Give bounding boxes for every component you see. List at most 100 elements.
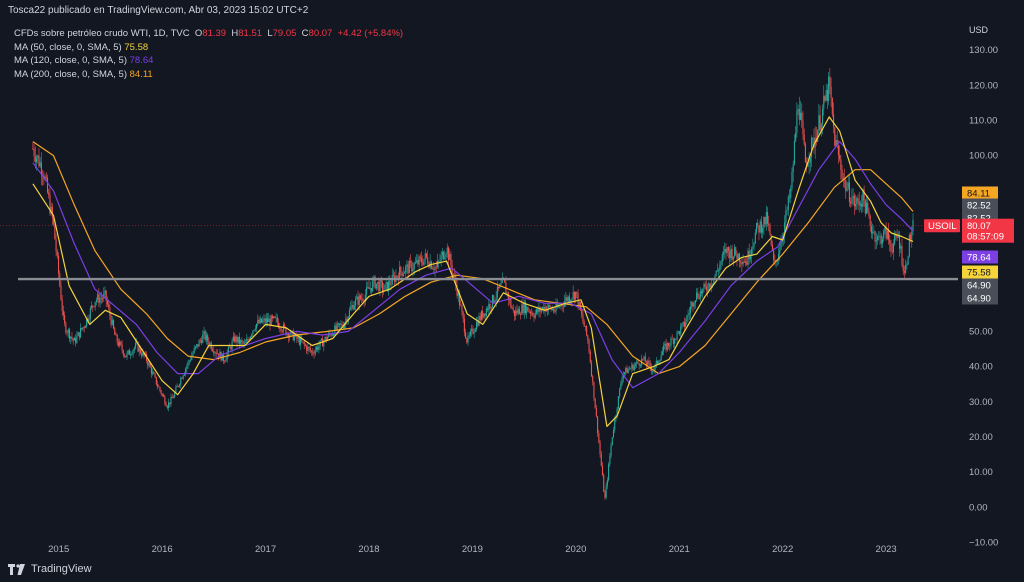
candle [232,331,234,343]
candle [205,331,207,345]
candle [186,363,188,373]
candle-body [819,115,821,131]
candle [722,245,725,261]
candle-body [474,329,476,332]
candle-body [414,262,417,264]
candle-body [694,300,696,304]
candle-body [264,318,266,323]
candle-body [539,307,541,312]
tradingview-brand[interactable]: TradingView [8,563,92,575]
ma120-line[interactable] [32,141,914,389]
price-label-text: 82.52 [967,201,991,212]
candle-body [260,318,262,323]
candle-body [45,176,47,178]
candle [864,198,866,217]
change-value: +4.42 (+5.84%) [337,28,404,39]
candle [522,298,524,316]
x-tick-label: 2022 [772,544,793,555]
candle-body [301,338,303,342]
candle-body [268,318,270,322]
candle [84,325,86,328]
legend-ma120-row[interactable]: MA (120, close, 0, SMA, 5) 78.64 [14,54,403,68]
candle-body [169,402,171,405]
candle-body [726,247,728,254]
candle [246,333,248,344]
candle [605,482,607,500]
candle [482,305,484,321]
candle [732,256,734,266]
legend-ma50-row[interactable]: MA (50, close, 0, SMA, 5) 75.58 [14,41,403,55]
candle [256,323,258,332]
candle [576,291,578,298]
candle [423,259,425,267]
ma200-line[interactable] [32,141,914,375]
candle-body [702,288,704,294]
candle-body [845,179,847,192]
candle-body [831,97,833,115]
candle-body [455,276,457,286]
candle-body [648,360,650,363]
candle [48,188,50,199]
candle [408,257,410,274]
candle-body [852,195,854,199]
candle-body [868,211,870,217]
candle-body [597,416,599,434]
candle [769,222,771,236]
candle [886,230,888,240]
legend-ma200-row[interactable]: MA (200, close, 0, SMA, 5) 84.11 [14,68,403,82]
candle-body [353,305,355,310]
candle [791,167,793,192]
candle [98,288,100,308]
candle-body [611,436,613,446]
candle [718,267,720,277]
candle [526,303,528,319]
candle-body [183,373,185,376]
candle [661,346,663,356]
candle-body [263,318,265,321]
candle-body [589,351,591,363]
candle-body [599,442,601,454]
candle-body [768,223,770,226]
low-value: 79.05 [272,28,297,39]
candle [634,362,637,370]
candle-body [652,370,654,372]
candle-body [623,372,626,375]
candle-body [174,392,176,398]
candle [163,393,165,398]
candle [339,323,341,331]
candle-body [554,311,556,312]
candle [796,102,798,138]
candle [403,270,406,274]
candle-body [644,356,646,363]
chart-area[interactable]: USOIL USD 130.00 120.00 110.00 100.00 50.00 40… [0,22,1024,560]
candle-body [880,235,882,244]
candle-body [703,284,705,289]
candle [744,257,747,267]
y-tick-label: 40.00 [969,362,993,373]
candle-body [440,255,442,262]
candle [392,269,395,278]
candle [853,192,855,215]
candle-body [888,230,890,240]
candle-body [479,316,481,320]
candle-body [443,251,445,260]
candle-body [171,396,173,399]
candle [676,330,678,345]
candle-body [672,339,674,344]
candle [268,312,270,322]
candle [785,204,787,230]
candle [325,333,327,344]
candle-body [138,347,140,352]
candle [112,319,115,330]
ma50-line[interactable] [32,116,914,427]
candle [885,222,887,241]
candle [259,315,261,325]
candle [450,251,452,270]
candle [180,376,182,389]
price-chart[interactable]: USOIL USD 130.00 120.00 110.00 100.00 50.00 40… [0,22,1024,560]
candle [71,331,73,342]
x-tick-label: 2018 [358,544,379,555]
candle [471,324,473,337]
candle [45,172,47,181]
candle-body [441,251,443,256]
